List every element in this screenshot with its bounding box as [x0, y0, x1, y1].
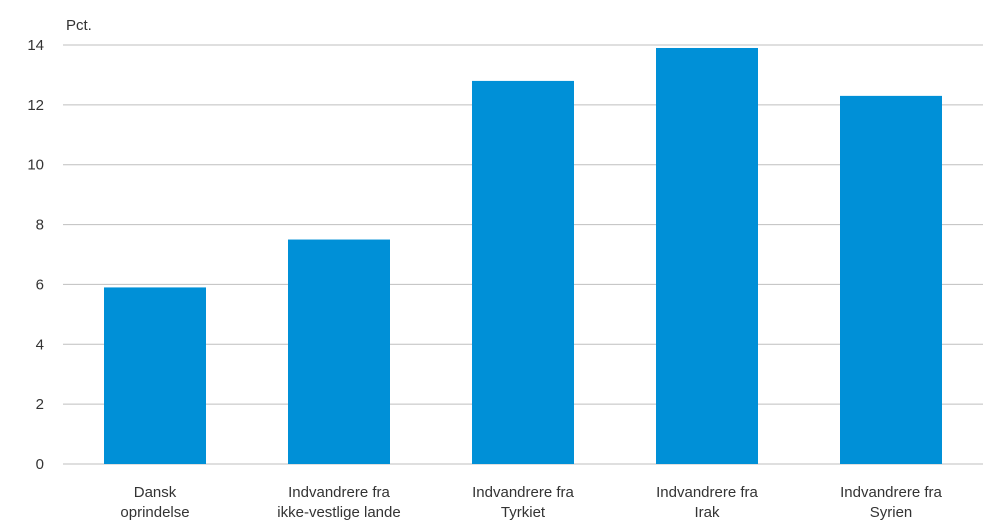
category-label: Indvandrere fra	[288, 484, 390, 501]
bars	[104, 47, 942, 465]
y-tick-label: 14	[27, 37, 44, 54]
category-label: Indvandrere fra	[840, 484, 942, 501]
category-label: Irak	[694, 504, 720, 521]
x-axis-labels: Dansk oprindelse Indvandrere fra ikke-vestl…	[120, 484, 942, 521]
bar	[472, 80, 574, 465]
category-label: Dansk	[134, 484, 177, 501]
y-tick-label: 8	[36, 217, 44, 234]
y-axis-ticks: 0 2 4 6 8 10 12 14	[27, 37, 44, 473]
category-label: ikke-vestlige lande	[277, 504, 400, 521]
y-axis-label: Pct.	[66, 17, 92, 34]
y-tick-label: 10	[27, 157, 44, 174]
bar	[288, 239, 390, 464]
category-label: Indvandrere fra	[656, 484, 758, 501]
y-tick-label: 6	[36, 276, 44, 293]
category-label: Indvandrere fra	[472, 484, 574, 501]
bar	[656, 47, 758, 464]
category-label: Tyrkiet	[501, 504, 546, 521]
category-label: Syrien	[870, 504, 913, 521]
bar	[104, 287, 206, 464]
category-label: oprindelse	[120, 504, 189, 521]
y-tick-label: 0	[36, 456, 44, 473]
y-tick-label: 12	[27, 97, 44, 114]
y-tick-label: 2	[36, 396, 44, 413]
bar	[840, 95, 942, 464]
y-tick-label: 4	[36, 336, 44, 353]
